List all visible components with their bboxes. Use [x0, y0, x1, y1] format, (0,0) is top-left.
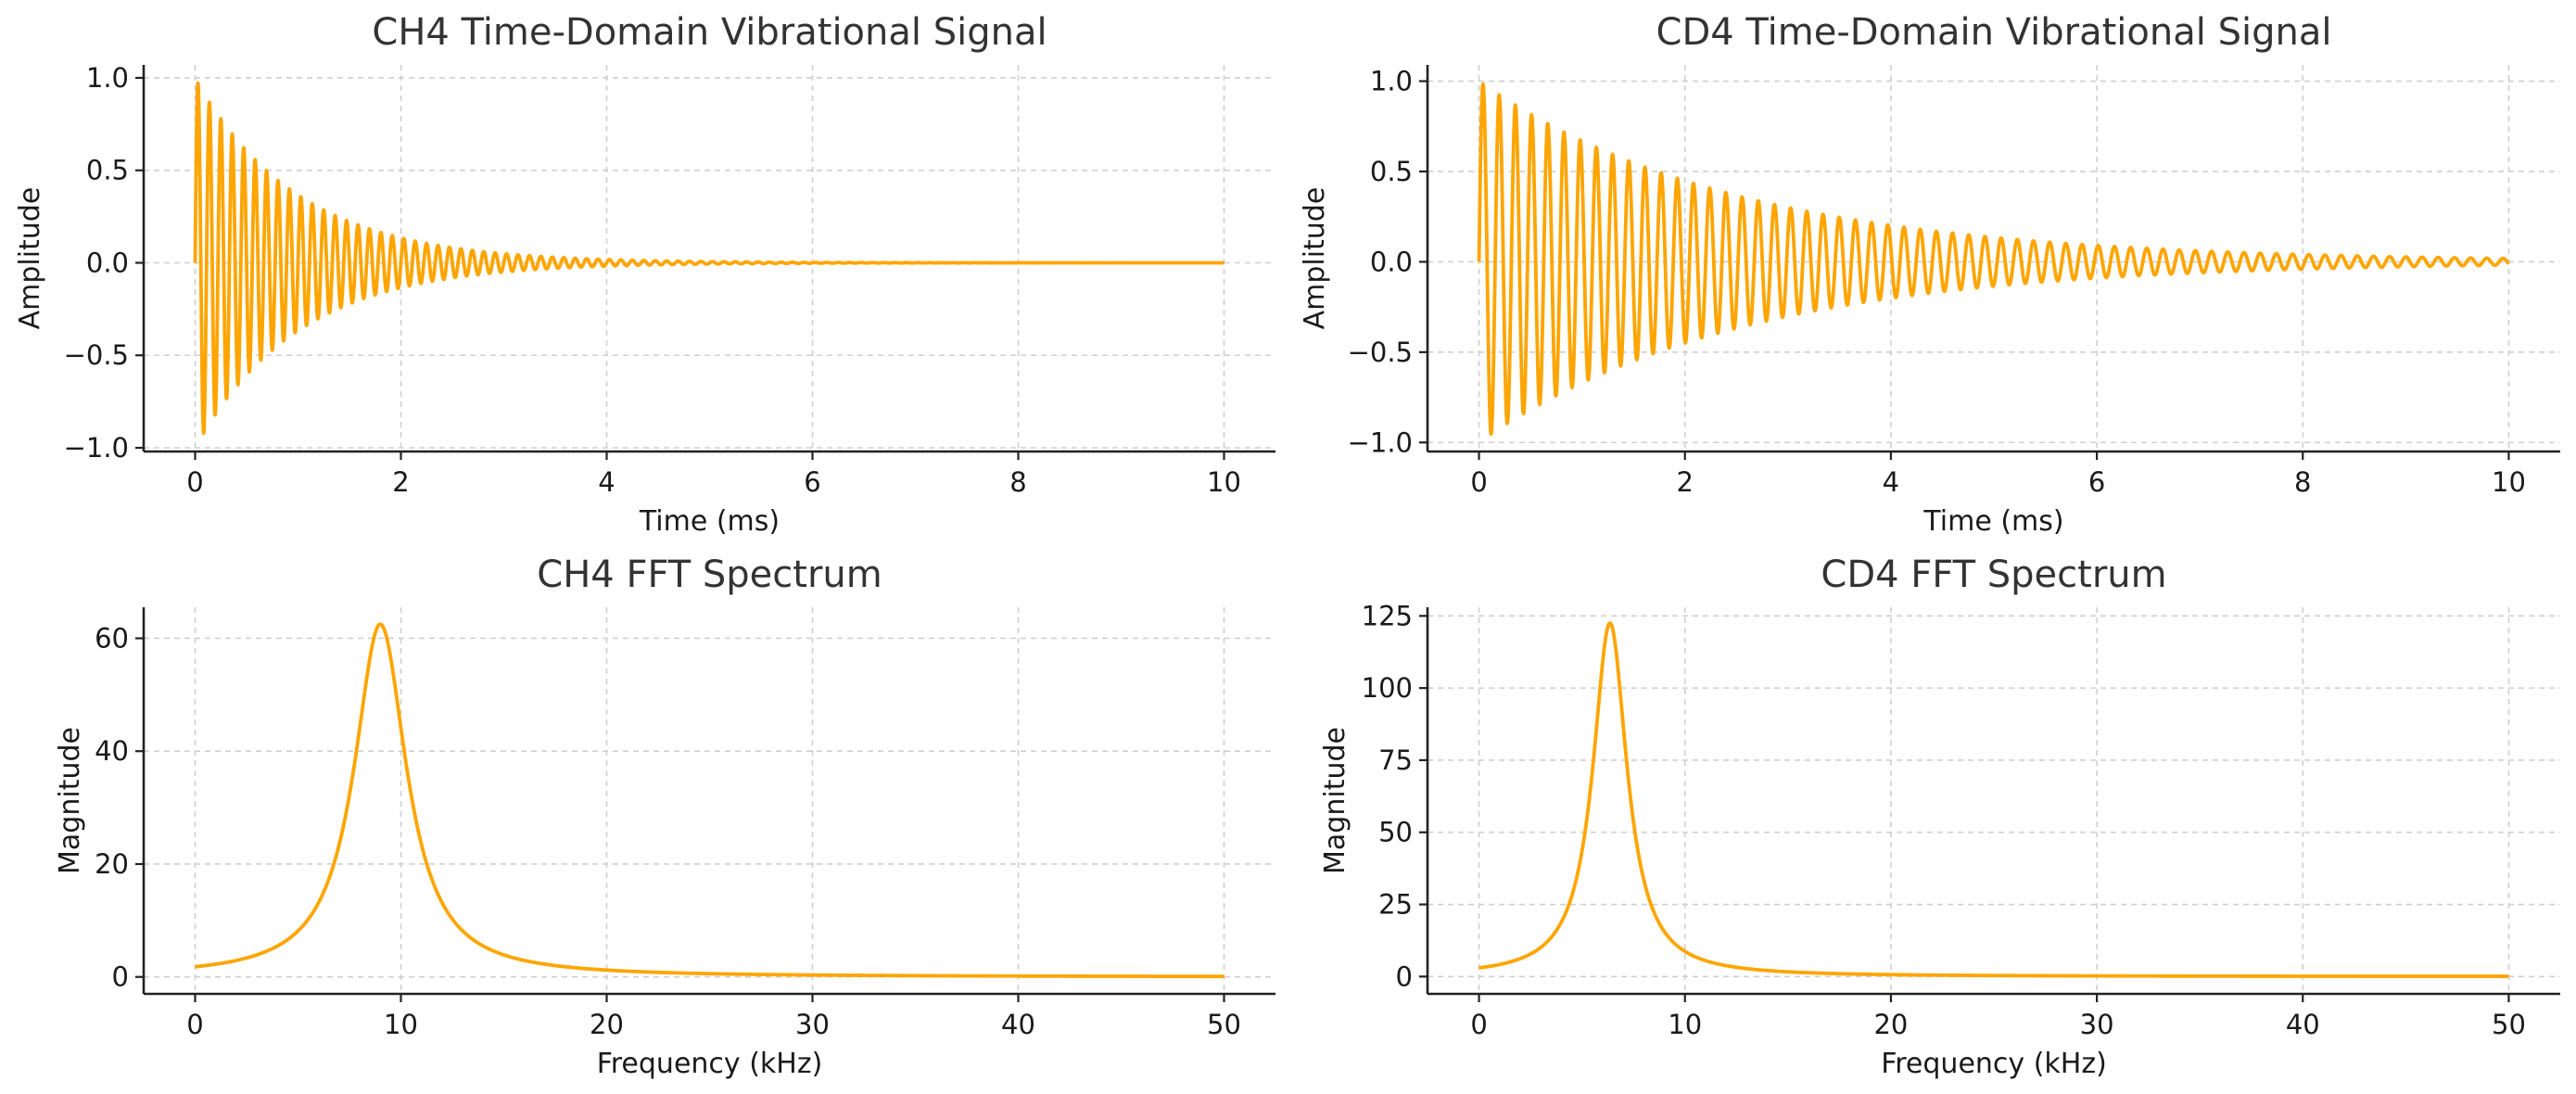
- y-tick-label: 20: [95, 848, 129, 880]
- x-tick-label: 10: [1207, 466, 1241, 498]
- x-tick-label: 2: [1677, 466, 1694, 498]
- x-tick-label: 2: [392, 466, 409, 498]
- series-line: [193, 81, 1226, 435]
- x-axis-label: Frequency (kHz): [1881, 1048, 2107, 1080]
- y-tick-label: 1.0: [1370, 66, 1413, 97]
- chart-panel-3: 0 10 20 30 40 50 0 20 40 60 CH4 FFT Spectrum Freque…: [54, 553, 1275, 1080]
- y-axis-label: Amplitude: [14, 187, 46, 330]
- y-axis-label: Magnitude: [1319, 727, 1351, 874]
- x-tick-label: 6: [804, 466, 820, 498]
- x-tick-label: 0: [1470, 466, 1487, 498]
- x-tick-label: 50: [2492, 1009, 2526, 1040]
- x-tick-label: 4: [598, 466, 615, 498]
- y-tick-label: 60: [95, 622, 129, 654]
- x-tick-label: 0: [1470, 1009, 1487, 1040]
- y-tick-label: 125: [1362, 600, 1413, 631]
- x-tick-label: 50: [1207, 1009, 1241, 1040]
- series-line: [1477, 82, 2510, 437]
- y-tick-label: 0.5: [1370, 156, 1413, 187]
- x-axis-label: Time (ms): [1922, 505, 2063, 538]
- x-tick-label: 6: [2088, 466, 2105, 498]
- y-axis-label: Amplitude: [1299, 187, 1331, 330]
- y-tick-label: 0.5: [86, 155, 129, 186]
- y-tick-label: −0.5: [64, 339, 129, 371]
- x-tick-label: 40: [2286, 1009, 2320, 1040]
- x-tick-label: 8: [2294, 466, 2311, 498]
- y-tick-label: 40: [95, 735, 129, 767]
- x-tick-label: 30: [2080, 1009, 2114, 1040]
- x-axis-label: Time (ms): [639, 505, 780, 538]
- series-line: [1478, 621, 2510, 978]
- x-tick-label: 0: [186, 466, 203, 498]
- x-tick-label: 20: [590, 1009, 624, 1040]
- x-tick-label: 10: [2492, 466, 2526, 498]
- x-axis-label: Frequency (kHz): [597, 1048, 823, 1080]
- chart-panel-2: 0 2 4 6 8 10 −1.0 −0.5 0.0 0.5 1.0 CD4 Time-Domain …: [1299, 11, 2560, 538]
- x-tick-label: 0: [186, 1009, 203, 1040]
- y-tick-label: 0: [112, 961, 129, 993]
- y-tick-label: −1.0: [64, 432, 129, 464]
- y-tick-label: 50: [1378, 817, 1413, 848]
- chart-panel-1: 0 2 4 6 8 10 −1.0 −0.5 0.0 0.5 1.0 CH4 Time-Domain …: [14, 11, 1275, 538]
- y-tick-label: 1.0: [86, 62, 129, 94]
- y-tick-label: −0.5: [1348, 337, 1413, 368]
- y-tick-label: 0.0: [86, 247, 129, 278]
- series-line: [194, 622, 1225, 979]
- x-tick-label: 10: [384, 1009, 418, 1040]
- y-tick-label: 0.0: [1370, 246, 1413, 277]
- chart-title: CH4 Time-Domain Vibrational Signal: [372, 11, 1047, 54]
- x-tick-label: 8: [1009, 466, 1026, 498]
- y-tick-label: 100: [1362, 672, 1413, 704]
- chart-title: CD4 FFT Spectrum: [1821, 553, 2166, 596]
- x-tick-label: 20: [1873, 1009, 1908, 1040]
- y-tick-label: 0: [1396, 960, 1413, 992]
- y-axis-label: Magnitude: [54, 727, 86, 874]
- x-tick-label: 4: [1883, 466, 1899, 498]
- y-tick-label: 75: [1378, 744, 1413, 776]
- chart-title: CH4 FFT Spectrum: [537, 553, 882, 596]
- chart-panel-4: 0 10 20 30 40 50 0 25 50 75 100 125 CD4 FFT Spectrum…: [1319, 553, 2560, 1080]
- y-tick-label: −1.0: [1348, 426, 1413, 458]
- x-tick-label: 30: [795, 1009, 830, 1040]
- x-tick-label: 40: [1001, 1009, 1035, 1040]
- x-tick-label: 10: [1668, 1009, 1702, 1040]
- y-tick-label: 25: [1378, 889, 1413, 921]
- chart-title: CD4 Time-Domain Vibrational Signal: [1656, 11, 2332, 54]
